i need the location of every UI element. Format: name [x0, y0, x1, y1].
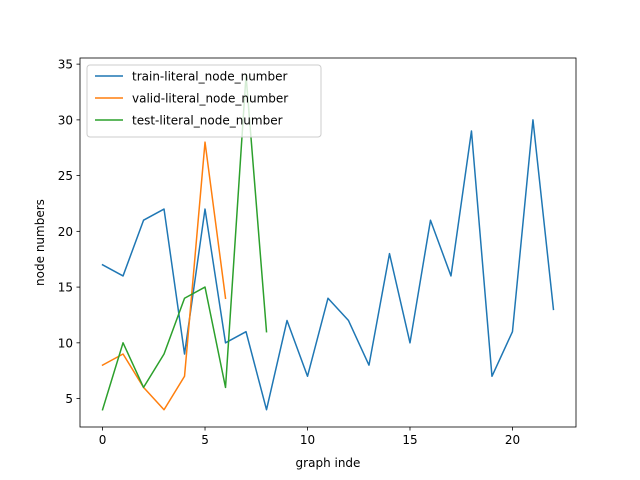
- y-tick-label: 30: [58, 113, 73, 127]
- series-line-2: [101, 141, 227, 411]
- y-tick-label: 5: [65, 392, 73, 406]
- y-tick-label: 35: [58, 58, 73, 72]
- x-tick-label: 5: [201, 433, 209, 447]
- y-tick-label: 20: [58, 225, 73, 239]
- x-tick-label: 20: [505, 433, 520, 447]
- legend-entry-3: test-literal_node_number: [132, 114, 283, 128]
- y-axis-label: node numbers: [33, 199, 47, 286]
- x-tick-label: 15: [402, 433, 417, 447]
- x-tick-label: 10: [300, 433, 315, 447]
- series-line-1: [101, 119, 555, 411]
- axes-frame: [79, 57, 577, 428]
- y-tick-label: 15: [58, 281, 73, 295]
- y-tick-label: 25: [58, 169, 73, 183]
- x-tick-label: 0: [99, 433, 107, 447]
- axes-layer: 0 5 10 15 20 5 10 15 20 25 30 35: [58, 57, 577, 447]
- legend-entry-1: train-literal_node_number: [132, 70, 287, 84]
- x-axis-label: graph inde: [296, 456, 361, 470]
- y-tick-label: 10: [58, 336, 73, 350]
- legend-entry-2: valid-literal_node_number: [132, 92, 288, 106]
- series-layer: [101, 74, 555, 411]
- series-line-3: [101, 74, 268, 411]
- legend: train-literal_node_number valid-literal_n…: [86, 64, 322, 138]
- legend-box: [86, 64, 322, 138]
